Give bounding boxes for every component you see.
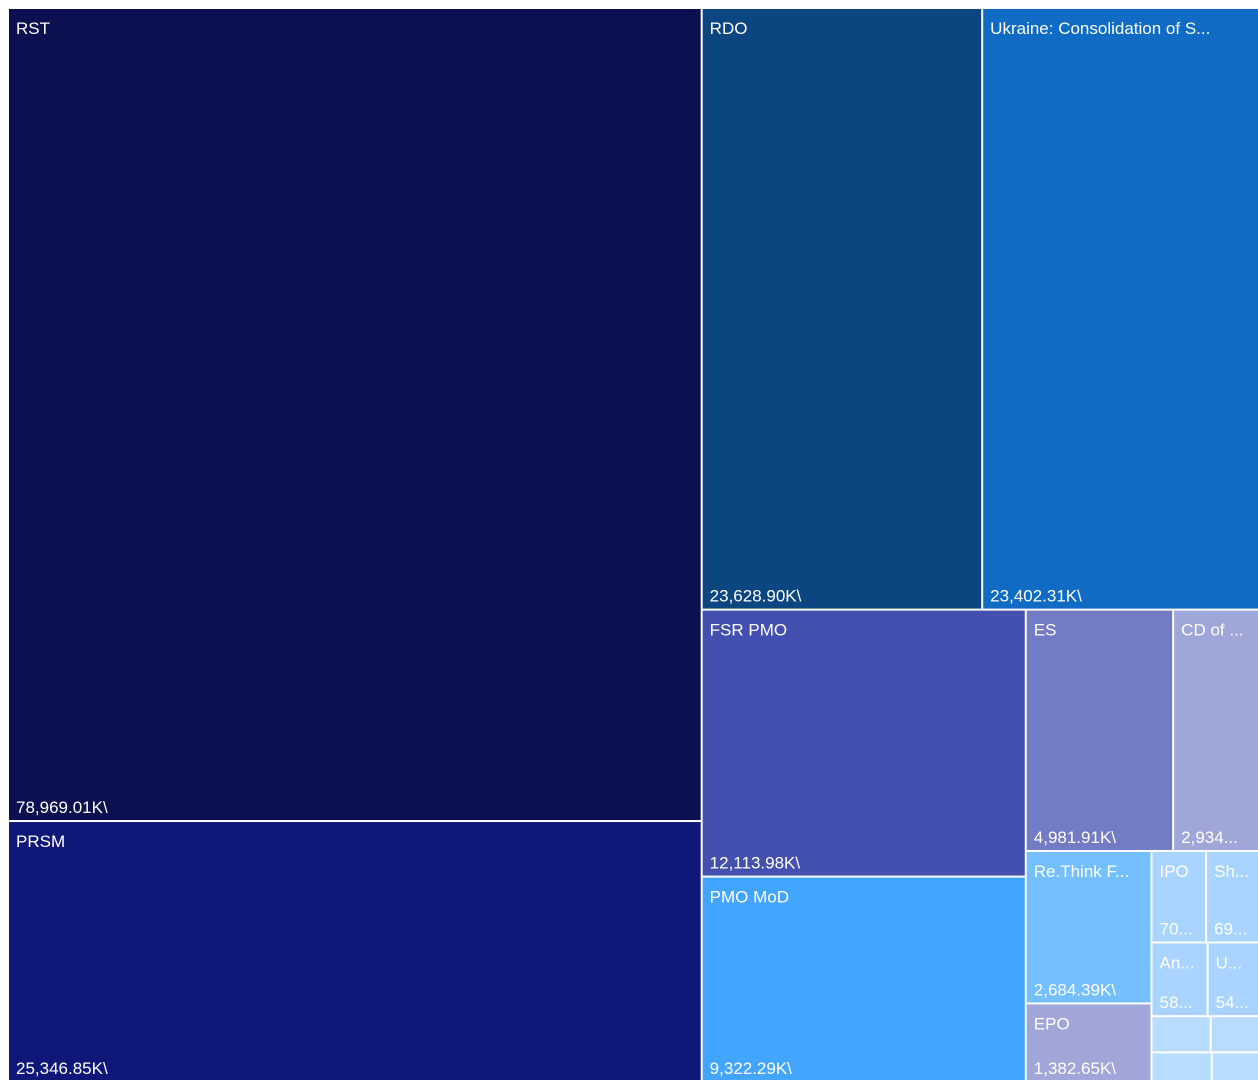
tile — [9, 822, 701, 1080]
tile-value: 9,322.29K\ — [710, 1059, 793, 1078]
tile-value: 2,684.39K\ — [1034, 980, 1117, 999]
tile-value: 25,346.85K\ — [16, 1059, 108, 1078]
tile-value: 4,981.91K\ — [1034, 828, 1117, 847]
tile — [1026, 851, 1151, 1003]
tile-label: PRSM — [16, 832, 65, 851]
tile-label: FSR PMO — [710, 621, 787, 640]
tile-label: Ukraine: Consolidation of S... — [990, 19, 1210, 38]
tile-value: 1,382.65K\ — [1034, 1059, 1117, 1078]
tile-value: 69... — [1214, 919, 1247, 938]
tile — [1026, 1004, 1151, 1080]
tile — [702, 610, 1025, 876]
tile-value: 70... — [1159, 919, 1192, 938]
tile — [1152, 1017, 1210, 1052]
tile-label: IPO — [1159, 862, 1188, 881]
tile-value: 2,934... — [1181, 828, 1238, 847]
tile-value: 12,113.98K\ — [710, 854, 801, 873]
tile-label: EPO — [1034, 1014, 1070, 1033]
tile — [1026, 610, 1173, 850]
tile — [983, 9, 1258, 609]
tile-value: 23,628.90K\ — [710, 587, 802, 606]
tile — [9, 9, 701, 821]
tile-label: CD of ... — [1181, 621, 1243, 640]
tile — [1174, 610, 1258, 850]
tile-value: 23,402.31K\ — [990, 587, 1082, 606]
tile-value: 54... — [1216, 993, 1249, 1012]
tile-label: RDO — [710, 19, 748, 38]
tile-label: U... — [1216, 953, 1242, 972]
tile-label: Sh... — [1214, 862, 1249, 881]
tile — [1152, 1053, 1211, 1080]
tile-label: ES — [1034, 621, 1057, 640]
tile-label: PMO MoD — [710, 888, 789, 907]
tile — [1212, 1053, 1258, 1080]
tile-value: 58... — [1159, 993, 1192, 1012]
tile — [1207, 851, 1258, 942]
tile-label: An... — [1159, 953, 1194, 972]
tile-label: RST — [16, 19, 50, 38]
tile — [702, 9, 982, 609]
tile — [1208, 943, 1258, 1016]
tile — [1211, 1017, 1258, 1052]
tile-value: 78,969.01K\ — [16, 798, 108, 817]
tile — [1152, 943, 1207, 1016]
tile — [702, 877, 1025, 1080]
tile — [1152, 851, 1206, 942]
tile-label: Re.Think F... — [1034, 862, 1129, 881]
